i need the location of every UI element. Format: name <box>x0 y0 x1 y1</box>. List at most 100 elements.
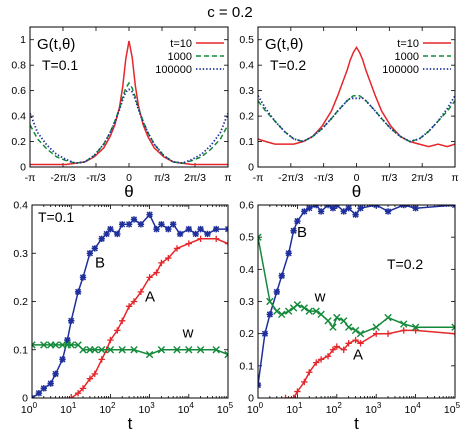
data-point-A <box>68 394 75 398</box>
y-tick-label: 0.1 <box>239 136 254 148</box>
plot-frame <box>29 26 229 168</box>
panel-top-left: -π -2π/3 -π/3 0 π/3 2π/3 π 0 0.2 0.4 0.6 0.8 1 θ G(t,θ… <box>11 26 232 201</box>
y-tick-label: 0.4 <box>11 111 26 123</box>
data-point-A <box>197 235 204 242</box>
data-point-B <box>301 208 308 215</box>
y-tick-label: 0 <box>22 393 28 405</box>
data-point-w <box>451 323 455 331</box>
x-tick-label: 105 <box>444 401 460 416</box>
data-point-A <box>114 327 121 334</box>
series-line-t=10 <box>30 40 228 166</box>
y-tick-label: 0.3 <box>239 296 254 308</box>
y-tick-label: 0 <box>20 162 26 174</box>
data-point-B <box>125 221 133 228</box>
data-point-B <box>345 205 352 212</box>
data-point-A <box>98 356 105 363</box>
data-point-w <box>400 320 408 328</box>
x-axis-label: t <box>128 414 133 432</box>
y-tick-label: 0.2 <box>239 328 254 340</box>
data-point-A <box>91 370 99 378</box>
x-tick-label: 100 <box>247 401 264 416</box>
data-point-A <box>290 394 297 398</box>
series-line-100000 <box>30 88 228 165</box>
data-point-A <box>158 259 165 267</box>
data-point-w <box>372 323 380 331</box>
y-tick-label: 0.2 <box>13 296 28 308</box>
panel-function-label: G(t,θ) <box>265 36 303 53</box>
y-tick-label: 0.2 <box>11 136 26 148</box>
y-tick-label: 0.3 <box>239 85 254 97</box>
legend-label-t=10: t=10 <box>397 38 419 50</box>
y-tick-label: 0.6 <box>239 200 254 212</box>
data-point-w <box>130 346 138 354</box>
x-axis-label: θ <box>124 182 133 201</box>
data-point-A <box>317 356 325 363</box>
panel-temperature-label: T=0.2 <box>387 256 423 272</box>
series-group <box>258 45 455 148</box>
data-point-A <box>125 303 133 310</box>
data-point-A <box>153 269 160 276</box>
data-point-w <box>356 329 365 338</box>
panel-temperature-label: T=0.1 <box>42 57 78 73</box>
data-point-B <box>35 389 43 397</box>
data-point-B <box>261 330 269 337</box>
curve-label-B: B <box>297 224 307 241</box>
data-point-B <box>266 311 274 318</box>
panel-function-label: G(t,θ) <box>37 36 75 53</box>
data-point-w <box>329 323 337 331</box>
curve-label-w: w <box>314 289 326 306</box>
data-point-w <box>411 323 420 331</box>
y-tick-label: 0 <box>248 393 254 405</box>
data-point-B <box>79 274 87 281</box>
data-point-w <box>351 326 360 335</box>
plot-frame <box>31 204 229 399</box>
data-point-w <box>317 310 325 319</box>
data-point-B <box>137 221 145 228</box>
data-point-B <box>285 250 292 257</box>
curve-label-A: A <box>353 346 363 363</box>
data-point-w <box>224 350 228 359</box>
panel-bottom-right: 100 101 102 103 104 105 0 0.1 0.2 0.3 0.4 0.5 0.6 t T=… <box>239 200 460 432</box>
y-tick-label: 0.4 <box>239 264 254 276</box>
data-point-A <box>306 369 313 376</box>
data-point-w <box>67 341 75 349</box>
data-point-A <box>185 240 192 247</box>
x-tick-label: -2π/3 <box>50 172 75 184</box>
data-point-A <box>282 394 289 398</box>
data-point-A <box>74 389 82 397</box>
x-tick-label: π <box>451 172 458 184</box>
data-point-w <box>273 307 281 315</box>
series-line-w <box>32 344 228 356</box>
x-tick-label: 2π/3 <box>411 172 433 184</box>
data-point-w <box>118 346 126 354</box>
data-point-B <box>170 221 177 228</box>
data-point-w <box>305 307 313 315</box>
x-tick-label: -π/3 <box>314 172 334 184</box>
x-tick-label: 2π/3 <box>184 172 206 184</box>
data-point-B <box>165 225 172 233</box>
data-point-B <box>153 225 160 233</box>
x-tick-label: 104 <box>178 401 195 416</box>
data-point-w <box>106 346 115 354</box>
data-point-A <box>137 288 145 296</box>
series-group <box>32 211 228 398</box>
data-point-w <box>284 307 293 315</box>
legend-label-100000: 100000 <box>382 64 419 76</box>
x-tick-label: 102 <box>99 401 116 416</box>
series-line-100000 <box>258 95 455 143</box>
curve-label-A: A <box>145 289 155 306</box>
data-point-B <box>146 211 153 218</box>
x-tick-label: 105 <box>217 401 234 416</box>
x-tick-label: -2π/3 <box>278 172 303 184</box>
data-point-B <box>52 370 59 378</box>
data-point-B <box>412 205 419 212</box>
y-tick-label: 0.1 <box>13 344 28 356</box>
data-point-A <box>412 327 419 334</box>
legend-label-100000: 100000 <box>155 64 192 76</box>
y-tick-label: 0.5 <box>239 34 254 46</box>
data-point-B <box>273 288 280 296</box>
panel-temperature-label: T=0.2 <box>270 57 306 73</box>
data-point-A <box>294 388 301 395</box>
curve-label-w: w <box>182 325 194 342</box>
x-tick-label: 103 <box>139 401 156 416</box>
